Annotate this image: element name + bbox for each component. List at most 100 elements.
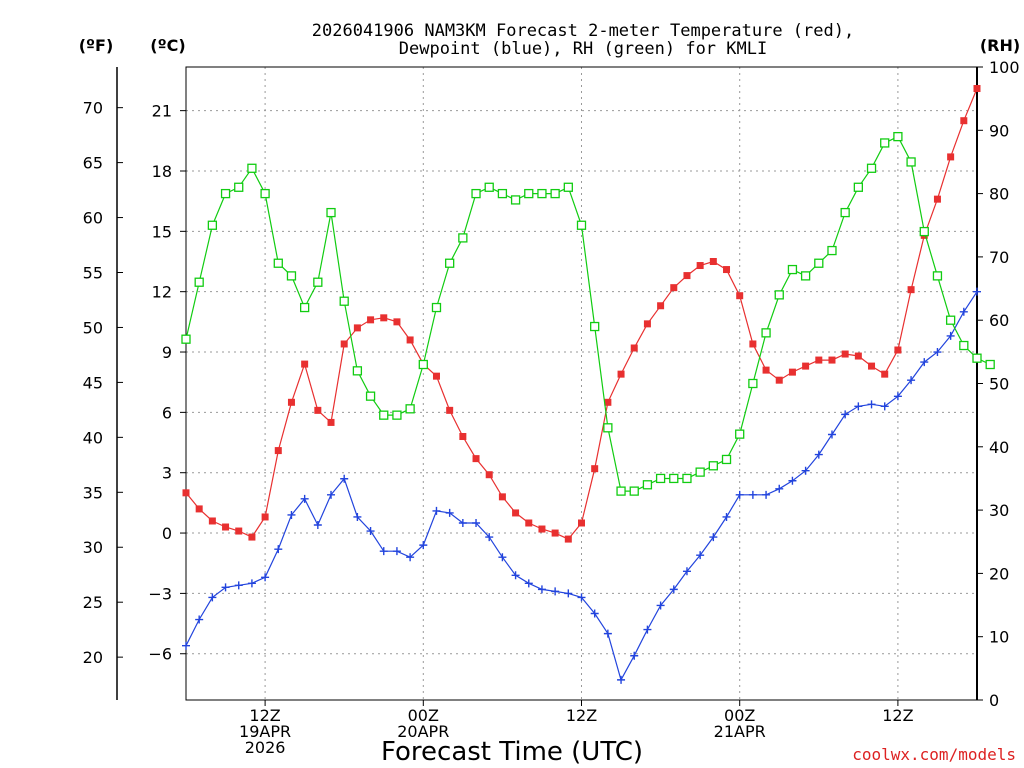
- rh-point: [550, 188, 560, 199]
- dewpoint-point: [524, 579, 533, 588]
- celsius-tick-label: 15: [152, 222, 172, 241]
- dewpoint-point: [472, 518, 481, 527]
- x-tick-label: 19APR: [239, 722, 291, 741]
- dewpoint-point: [208, 593, 217, 602]
- 2-meter-temperature-point: [551, 529, 559, 537]
- x-tick-label: 2026: [245, 738, 286, 757]
- 2-meter-temperature-point: [762, 366, 770, 374]
- rh-point: [880, 138, 890, 148]
- 2-meter-temperature-point: [274, 447, 282, 455]
- rh-point: [379, 410, 389, 420]
- dewpoint-point: [221, 583, 230, 592]
- rh-point: [418, 359, 428, 370]
- 2-meter-temperature-point: [815, 356, 823, 364]
- rh-point: [299, 302, 310, 313]
- celsius-tick-label: −3: [148, 584, 172, 603]
- 2-meter-temperature-point: [340, 340, 348, 348]
- x-tick-label: 12Z: [882, 706, 913, 725]
- fahrenheit-tick-label: 40: [83, 428, 103, 447]
- dewpoint-point: [551, 587, 560, 596]
- grid-lines: [186, 67, 977, 700]
- 2-meter-temperature-point: [195, 505, 203, 513]
- 2-meter-temperature-series: [182, 85, 981, 543]
- rh-point: [761, 328, 771, 338]
- fahrenheit-tick-label: 60: [83, 209, 103, 228]
- rh-point: [537, 188, 547, 199]
- dewpoint-point: [656, 601, 665, 610]
- dewpoint-point: [801, 466, 810, 475]
- dewpoint-point: [617, 675, 626, 684]
- rh-point: [365, 391, 376, 401]
- 2-meter-temperature-point: [353, 324, 361, 332]
- fahrenheit-tick-label: 45: [83, 373, 103, 392]
- 2-meter-temperature-point: [472, 455, 480, 463]
- dewpoint-point: [762, 490, 771, 499]
- celsius-unit-label: (ºC): [150, 36, 185, 55]
- dewpoint-point: [340, 474, 349, 483]
- 2-meter-temperature-point: [367, 316, 375, 324]
- rh-unit-label: (RH): [980, 36, 1020, 55]
- rh-point: [800, 271, 811, 281]
- dewpoint-point: [682, 567, 691, 576]
- 2-meter-temperature-point: [828, 356, 836, 364]
- dewpoint-point: [234, 581, 243, 590]
- rh-point: [313, 277, 323, 287]
- celsius-tick-label: 21: [152, 102, 172, 121]
- 2-meter-temperature-point: [604, 398, 612, 406]
- rh-tick-label: 30: [989, 501, 1009, 520]
- rh-point: [286, 271, 297, 281]
- rh-point: [708, 461, 718, 471]
- rh-point: [563, 182, 573, 192]
- dewpoint-point: [498, 553, 507, 562]
- fahrenheit-tick-label: 70: [83, 99, 103, 118]
- dewpoint-point: [933, 348, 942, 357]
- rh-line: [185, 135, 991, 492]
- 2-meter-temperature-point: [802, 362, 810, 370]
- 2-meter-temperature-point: [208, 517, 216, 525]
- 2-meter-temperature-point: [933, 195, 941, 203]
- 2-meter-temperature-point: [749, 340, 757, 348]
- dewpoint-point: [920, 358, 929, 367]
- rh-point: [603, 423, 613, 433]
- 2-meter-temperature-point: [498, 493, 506, 501]
- rh-point: [840, 207, 850, 218]
- 2-meter-temperature-point: [314, 406, 322, 414]
- dewpoint-point: [195, 615, 204, 624]
- 2-meter-temperature-point: [538, 525, 546, 533]
- 2-meter-temperature-point: [788, 368, 796, 376]
- rh-point: [207, 220, 218, 230]
- 2-meter-temperature-point: [393, 318, 401, 326]
- fahrenheit-tick-label: 30: [83, 538, 103, 557]
- dewpoint-point: [867, 400, 876, 409]
- fahrenheit-tick-label: 35: [83, 483, 103, 502]
- 2-meter-temperature-point: [630, 344, 638, 352]
- dewpoint-point: [287, 510, 296, 519]
- x-tick-label: 21APR: [714, 722, 766, 741]
- 2-meter-temperature-point: [564, 535, 572, 543]
- celsius-tick-label: 6: [162, 403, 172, 422]
- rh-point: [735, 429, 745, 439]
- 2-meter-temperature-point: [248, 533, 256, 541]
- rh-point: [471, 188, 481, 199]
- rh-point: [484, 182, 494, 192]
- 2-meter-temperature-point: [512, 509, 520, 517]
- rh-point: [234, 182, 244, 192]
- dewpoint-point: [748, 490, 757, 499]
- celsius-tick-label: 3: [162, 464, 172, 483]
- fahrenheit-tick-label: 20: [83, 648, 103, 667]
- 2-meter-temperature-point: [485, 471, 493, 479]
- rh-tick-label: 90: [989, 121, 1009, 140]
- 2-meter-temperature-point: [841, 350, 849, 358]
- 2-meter-temperature-point: [222, 523, 230, 531]
- dewpoint-point: [643, 625, 652, 634]
- dewpoint-point: [907, 376, 916, 385]
- celsius-tick-label: −6: [148, 645, 172, 664]
- dewpoint-point: [775, 484, 784, 493]
- rh-point: [985, 359, 995, 370]
- dewpoint-point: [973, 287, 981, 296]
- 2-meter-temperature-point: [380, 314, 388, 322]
- fahrenheit-tick-label: 50: [83, 318, 103, 337]
- 2-meter-temperature-point: [709, 258, 717, 266]
- fahrenheit-tick-label: 25: [83, 593, 103, 612]
